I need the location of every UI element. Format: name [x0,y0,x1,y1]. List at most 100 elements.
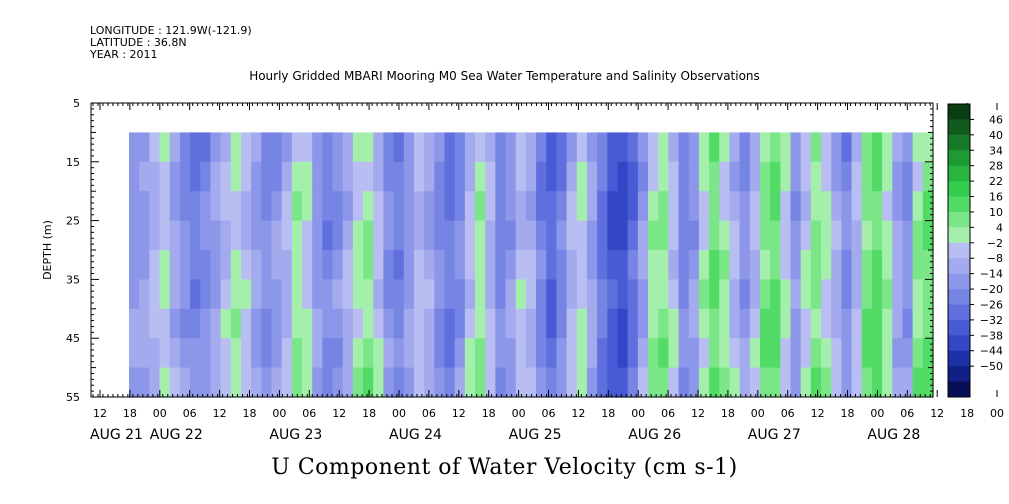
heatmap-cell [851,367,863,398]
heatmap-cell [281,367,293,398]
x-hour-label: 12 [93,407,107,420]
x-hour-label: 06 [422,407,436,420]
heatmap-cell [627,191,639,222]
heatmap-cell [363,338,374,369]
heatmap-cell [434,250,446,280]
x-hour-label: 18 [601,407,615,420]
heatmap-cell [617,250,629,280]
x-hour-label: 00 [153,407,167,420]
heatmap-cell [851,338,863,369]
heatmap-cell [444,338,456,369]
heatmap-cell [251,220,262,251]
heatmap-cell [240,161,252,192]
heatmap-cell [403,279,415,310]
heatmap-cell [770,250,781,280]
heatmap-cell [922,161,934,192]
y-tick-label: 55 [66,391,80,404]
heatmap-cell [200,132,212,163]
heatmap-cell [200,250,212,280]
heatmap-cell [505,132,517,163]
heatmap-cell [271,220,283,251]
heatmap-cell [627,161,639,192]
heatmap-cell [393,132,405,163]
heatmap-cell [851,308,863,339]
heatmap-cell [220,338,232,369]
colorbar-label: −8 [987,252,1003,265]
heatmap-cell [505,191,517,222]
heatmap-cell [871,367,883,398]
heatmap-cell [281,132,293,163]
heatmap-cell [261,161,273,192]
heatmap-cell [546,367,558,398]
heatmap-cell [546,132,558,163]
heatmap-cell [230,308,242,339]
heatmap-cell [729,279,741,310]
heatmap-cell [871,161,883,192]
heatmap-cell [525,161,537,192]
colorbar-label: −26 [980,298,1003,311]
colorbar-frame [947,103,971,398]
colorbar-label: −44 [980,345,1003,358]
heatmap-cell [424,220,435,251]
heatmap-cell [688,367,700,398]
heatmap-cell [373,338,385,369]
heatmap-cell [485,338,496,369]
heatmap-cell [261,367,273,398]
heatmap-cell [352,279,364,310]
heatmap-cell [719,308,731,339]
heatmap-cell [281,308,293,339]
colorbar-label: −38 [980,329,1003,342]
heatmap-cell [139,191,150,222]
heatmap-cell [607,220,619,251]
heatmap-cell [230,191,242,222]
heatmap-cell [576,250,588,280]
heatmap-cell [179,191,191,222]
heatmap-cell [505,220,517,251]
heatmap-cell [780,220,792,251]
heatmap-cell [403,367,415,398]
heatmap-cell [220,367,232,398]
heatmap-cell [169,308,181,339]
heatmap-cell [332,132,344,163]
heatmap-cell [719,191,731,222]
heatmap-cell [434,308,446,339]
heatmap-cell [668,250,680,280]
heatmap-cell [342,338,354,369]
heatmap-cell [749,250,761,280]
heatmap-cell [190,132,201,163]
x-hour-label: 06 [542,407,556,420]
heatmap-cell [475,220,486,251]
heatmap-cell [576,367,588,398]
heatmap-cell [485,220,496,251]
x-hour-label: 12 [930,407,944,420]
heatmap-cell [159,161,171,192]
heatmap-cell [424,338,435,369]
heatmap-cell [485,367,496,398]
heatmap-cell [739,161,751,192]
heatmap-cell [780,250,792,280]
heatmap-cell [363,367,374,398]
heatmap-cell [271,338,283,369]
heatmap-cell [271,161,283,192]
heatmap-cell [129,220,140,251]
heatmap-cell [464,338,476,369]
heatmap-cell [454,161,466,192]
heatmap-cell [922,367,934,398]
heatmap-cell [759,161,771,192]
heatmap-cell [800,161,812,192]
heatmap-cell [648,279,659,310]
heatmap-cell [159,220,171,251]
heatmap-cell [291,279,303,310]
heatmap-cell [871,250,883,280]
heatmap-cell [770,308,781,339]
heatmap-cell [240,367,252,398]
heatmap-cell [749,279,761,310]
x-hour-label: 12 [452,407,466,420]
heatmap-cell [271,132,283,163]
heatmap-cell [383,191,395,222]
heatmap-cell [841,367,853,398]
heatmap-cell [749,132,761,163]
heatmap-cell [902,308,914,339]
heatmap-cell [190,308,201,339]
heatmap-cell [790,250,802,280]
